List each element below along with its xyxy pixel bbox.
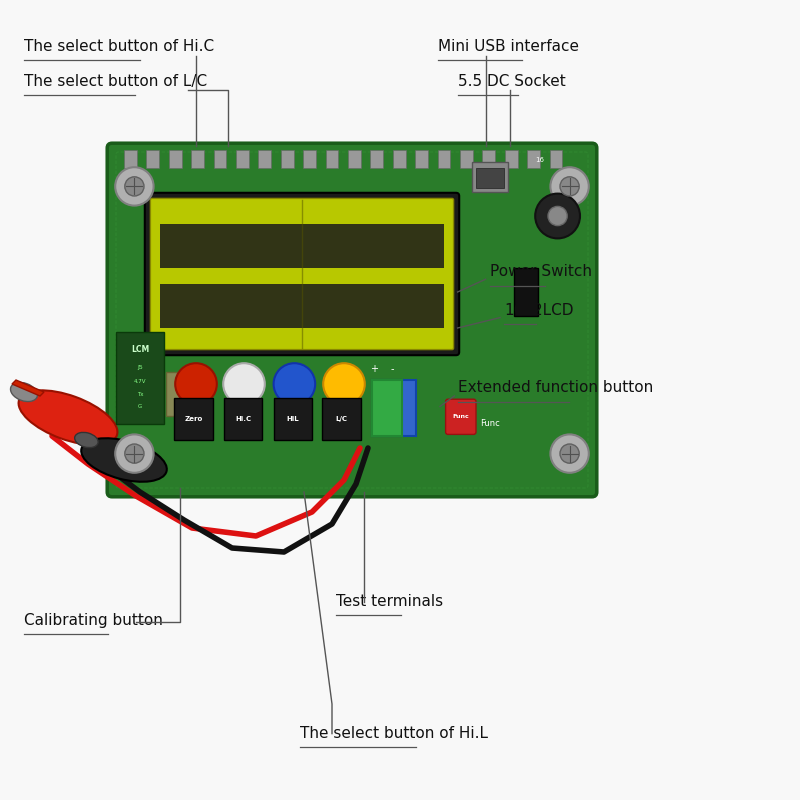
Text: LCM: LCM xyxy=(131,345,149,354)
Bar xyxy=(160,224,444,268)
Bar xyxy=(160,284,444,328)
Bar xyxy=(348,150,361,168)
Bar xyxy=(438,150,450,168)
Circle shape xyxy=(323,363,365,405)
Circle shape xyxy=(115,167,154,206)
Text: 16: 16 xyxy=(535,158,545,163)
Bar xyxy=(393,150,406,168)
FancyBboxPatch shape xyxy=(446,399,476,434)
Bar xyxy=(372,380,402,436)
Bar xyxy=(169,150,182,168)
Text: HiL: HiL xyxy=(286,416,299,422)
FancyBboxPatch shape xyxy=(107,143,597,497)
Text: Calibrating button: Calibrating button xyxy=(24,613,163,627)
Circle shape xyxy=(125,177,144,196)
Bar xyxy=(146,150,159,168)
Text: 4.7V: 4.7V xyxy=(134,379,146,384)
Ellipse shape xyxy=(18,390,118,445)
Bar xyxy=(514,268,538,316)
Circle shape xyxy=(535,194,580,238)
Bar xyxy=(472,162,508,192)
Circle shape xyxy=(274,363,315,405)
Circle shape xyxy=(560,177,579,196)
Text: Func: Func xyxy=(453,414,469,419)
Text: 1602LCD: 1602LCD xyxy=(504,303,574,318)
Text: Power Switch: Power Switch xyxy=(490,265,591,279)
Bar xyxy=(527,150,540,168)
Bar xyxy=(281,150,294,168)
Circle shape xyxy=(560,444,579,463)
FancyBboxPatch shape xyxy=(150,198,454,350)
Circle shape xyxy=(548,206,567,226)
Circle shape xyxy=(223,363,265,405)
Bar xyxy=(303,150,316,168)
FancyBboxPatch shape xyxy=(145,193,459,355)
Bar xyxy=(166,372,182,416)
Text: -: - xyxy=(390,364,394,374)
Text: +: + xyxy=(370,364,378,374)
Bar xyxy=(415,150,428,168)
Bar xyxy=(224,398,262,440)
Text: Tx: Tx xyxy=(137,392,143,397)
Bar xyxy=(370,150,383,168)
Text: G: G xyxy=(138,404,142,409)
Text: Test terminals: Test terminals xyxy=(336,594,443,609)
Circle shape xyxy=(125,444,144,463)
Bar xyxy=(482,150,495,168)
Text: J5: J5 xyxy=(137,366,143,370)
Text: 5.5 DC Socket: 5.5 DC Socket xyxy=(458,74,566,89)
Circle shape xyxy=(115,434,154,473)
Bar xyxy=(505,150,518,168)
Circle shape xyxy=(550,167,589,206)
Text: Mini USB interface: Mini USB interface xyxy=(438,39,579,54)
Bar xyxy=(124,150,137,168)
Bar xyxy=(460,150,473,168)
Text: Hi.C: Hi.C xyxy=(235,416,251,422)
Text: The select button of L/C: The select button of L/C xyxy=(24,74,207,89)
Bar xyxy=(174,398,213,440)
Text: Extended function button: Extended function button xyxy=(458,381,653,395)
Bar xyxy=(214,150,226,168)
Bar xyxy=(191,150,204,168)
Bar xyxy=(116,332,164,424)
Ellipse shape xyxy=(10,382,38,402)
Text: L/C: L/C xyxy=(336,416,348,422)
Bar xyxy=(326,150,338,168)
Bar xyxy=(236,150,249,168)
Text: Func: Func xyxy=(480,419,500,429)
Bar xyxy=(274,398,312,440)
Bar xyxy=(258,150,271,168)
Text: The select button of Hi.C: The select button of Hi.C xyxy=(24,39,214,54)
Circle shape xyxy=(175,363,217,405)
Ellipse shape xyxy=(74,432,98,448)
Text: The select button of Hi.L: The select button of Hi.L xyxy=(300,726,488,741)
Bar xyxy=(372,380,416,436)
Circle shape xyxy=(550,434,589,473)
Bar xyxy=(550,150,562,168)
Text: Zero: Zero xyxy=(185,416,202,422)
Polygon shape xyxy=(12,380,44,396)
Bar xyxy=(322,398,361,440)
Bar xyxy=(476,168,504,188)
Ellipse shape xyxy=(82,438,166,482)
